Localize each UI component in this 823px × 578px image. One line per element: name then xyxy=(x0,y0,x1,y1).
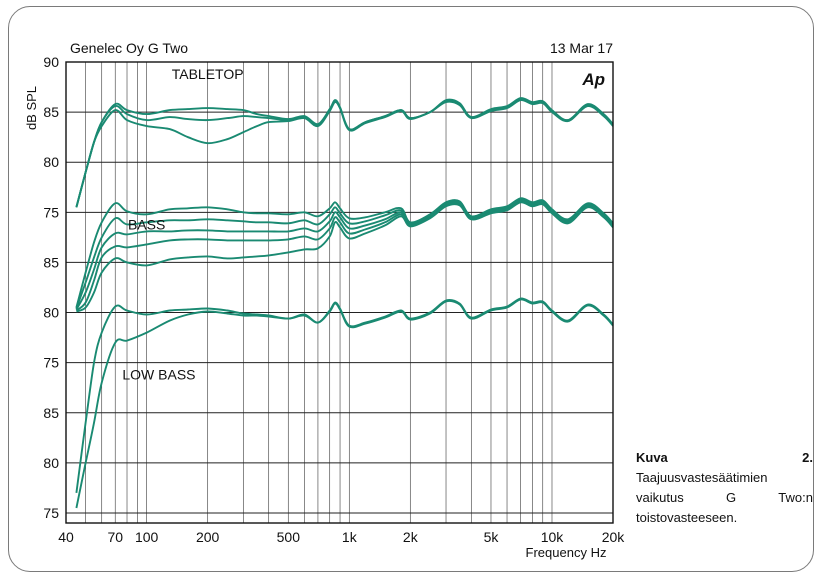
figure-caption: Kuva 2. Taajuusvastesäätimien vaikutus G… xyxy=(636,448,813,528)
y-tick-label: 80 xyxy=(43,154,59,170)
y-tick-label: 80 xyxy=(43,455,59,471)
x-tick-label: 10k xyxy=(541,529,565,545)
y-tick-labels: 90 85 80 75 85 80 75 85 80 75 xyxy=(43,54,59,521)
y-tick-label: 85 xyxy=(43,254,59,270)
x-tick-label: 500 xyxy=(277,529,301,545)
y-tick-label: 75 xyxy=(43,355,59,371)
x-tick-label: 70 xyxy=(107,529,123,545)
ap-logo: Ap xyxy=(581,70,605,89)
x-tick-labels: 40 70 100 200 500 1k 2k 5k 10k 20k xyxy=(58,529,625,545)
y-axis-label: dB SPL xyxy=(24,86,39,130)
x-axis-label: Frequency Hz xyxy=(526,545,607,560)
chart-frame xyxy=(8,6,814,572)
plot-border xyxy=(65,61,614,524)
y-tick-label: 85 xyxy=(43,405,59,421)
x-tick-label: 100 xyxy=(135,529,159,545)
response-curve xyxy=(75,99,614,208)
x-tick-label: 200 xyxy=(196,529,220,545)
header-left: Genelec Oy G Two xyxy=(70,40,188,56)
caption-text: Taajuusvastesäätimien vaikutus G Two:n t… xyxy=(636,470,813,525)
response-curve xyxy=(75,298,614,509)
x-tick-label: 40 xyxy=(58,529,74,545)
y-tick-label: 80 xyxy=(43,305,59,321)
y-tick-label: 75 xyxy=(43,204,59,220)
y-tick-label: 75 xyxy=(43,505,59,521)
x-tick-label: 1k xyxy=(342,529,358,545)
response-curve xyxy=(76,201,614,313)
group-label: BASS xyxy=(128,216,165,232)
group-label: LOW BASS xyxy=(122,367,195,383)
header-right: 13 Mar 17 xyxy=(550,40,613,56)
caption-bold: Kuva 2. xyxy=(636,450,813,465)
y-tick-label: 90 xyxy=(43,54,59,70)
group-labels: TABLETOP BASS LOW BASS xyxy=(122,66,243,383)
x-tick-label: 5k xyxy=(484,529,500,545)
group-label: TABLETOP xyxy=(172,66,244,82)
x-tick-label: 20k xyxy=(602,529,626,545)
plot-grid xyxy=(66,62,613,523)
y-tick-label: 85 xyxy=(43,104,59,120)
plot-curves xyxy=(75,97,614,509)
x-tick-label: 2k xyxy=(403,529,419,545)
